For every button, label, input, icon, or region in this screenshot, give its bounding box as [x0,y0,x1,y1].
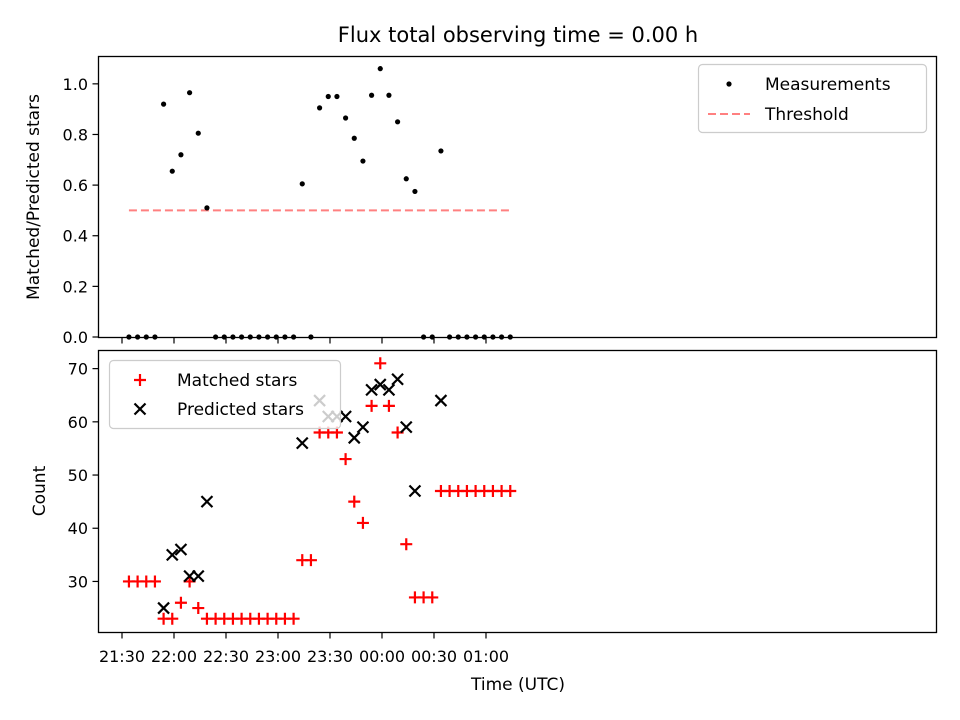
predicted-star-point [391,372,404,386]
measurement-point [360,158,366,164]
top-y-tick-label: 0.0 [63,328,88,347]
measurement-point [394,119,401,125]
predicted-star-point [382,383,396,397]
predicted-star-point [434,394,448,407]
predicted-star-point [174,543,188,556]
matched-star-point [356,516,369,529]
measurement-point [403,176,409,182]
measurement-point [178,152,184,158]
x-tick-label: 22:30 [203,647,249,666]
measurement-point [377,66,383,72]
measurement-point [412,188,418,195]
predicted-star-point [339,410,352,423]
matched-star-point [339,453,352,466]
matched-star-point [365,399,378,412]
predicted-star-point [399,420,413,434]
legend-threshold-label: Threshold [764,105,849,125]
matched-star-point [382,399,395,412]
bottom-x-ticks: 21:30 22:00 22:30 23:00 23:30 00:00 00:30 01:00 [99,632,509,666]
top-axes-frame [97,55,938,339]
top-y-tick-label: 0.8 [63,125,88,144]
top-legend-box [697,63,928,134]
matched-star-point [287,612,300,625]
bottom-legend: Matched stars Predicted stars [108,359,342,430]
x-tick-label: 00:00 [359,647,405,666]
measurement-point [204,205,210,211]
measurement-point [334,93,340,100]
measurement-point [438,148,444,154]
figure-title: Flux total observing time = 0.00 h [338,23,698,47]
measurement-point [299,181,305,187]
measurement-point [368,92,375,98]
x-tick-label: 23:30 [307,647,353,666]
predicted-star-point [347,431,361,445]
bottom-y-tick-label: 60 [68,413,88,432]
matched-star-point [426,591,439,604]
measurement-point [351,135,357,141]
bottom-y-ticks: 30 40 50 60 70 [68,360,99,591]
predicted-star-point [408,484,422,498]
matched-star-point [166,612,179,625]
top-y-tick-label: 0.2 [63,277,88,296]
bottom-y-tick-label: 30 [68,572,88,591]
top-y-ticks: 0.0 0.2 0.4 0.6 0.8 1.0 [63,75,99,347]
bottom-y-axis-label: Count [30,465,50,516]
matched-star-point [374,357,387,370]
x-tick-label: 22:00 [151,647,197,666]
top-y-tick-label: 0.4 [63,227,88,246]
legend-measurements-marker [726,81,732,87]
top-y-tick-label: 0.6 [63,176,88,195]
legend-matched-label: Matched stars [177,371,297,391]
bottom-y-tick-label: 50 [68,466,88,485]
matched-star-point [304,554,317,567]
x-tick-label: 23:00 [255,647,301,666]
matched-star-point [192,602,205,615]
matched-star-point [400,538,413,551]
top-axes: 0.0 0.2 0.4 0.6 0.8 1.0 Matched/Predicted sta… [24,55,938,347]
predicted-star-point [200,495,214,508]
matched-star-point [174,596,187,609]
predicted-star-point [365,383,378,397]
legend-predicted-marker [133,402,147,416]
legend-measurements-label: Measurements [765,75,891,95]
x-tick-label: 21:30 [99,647,145,666]
top-y-tick-label: 1.0 [63,75,88,94]
measurement-point [195,130,201,136]
x-axis-label: Time (UTC) [470,675,565,695]
measurement-point [186,90,193,96]
matched-star-point [348,495,361,508]
top-x-ticks [121,337,487,344]
top-y-axis-label: Matched/Predicted stars [24,94,44,300]
measurement-point [386,92,392,98]
predicted-star-point [157,601,170,615]
measurement-point [169,168,175,174]
measurement-point [325,93,331,100]
matched-star-point [504,485,517,497]
legend-matched-marker [134,374,146,386]
top-legend: Measurements Threshold [697,63,928,134]
legend-predicted-label: Predicted stars [177,400,304,420]
predicted-star-point [373,378,387,391]
predicted-star-point [295,436,309,450]
x-tick-label: 00:30 [411,647,457,666]
bottom-axes-frame [97,349,938,634]
measurement-point [342,115,349,121]
bottom-legend-box [108,359,342,430]
x-tick-label: 01:00 [463,647,509,666]
predicted-star-point [191,569,205,583]
measurement-point [160,101,167,107]
measurement-point [316,105,323,111]
predicted-star-point [356,420,370,434]
bottom-axes: 30 40 50 60 70 21:30 22:00 22:30 23:00 23:30 00:0… [30,349,938,695]
bottom-y-tick-label: 40 [68,519,88,538]
bottom-y-tick-label: 70 [68,360,88,379]
matched-star-point [148,575,161,588]
predicted-star-point [165,548,179,562]
